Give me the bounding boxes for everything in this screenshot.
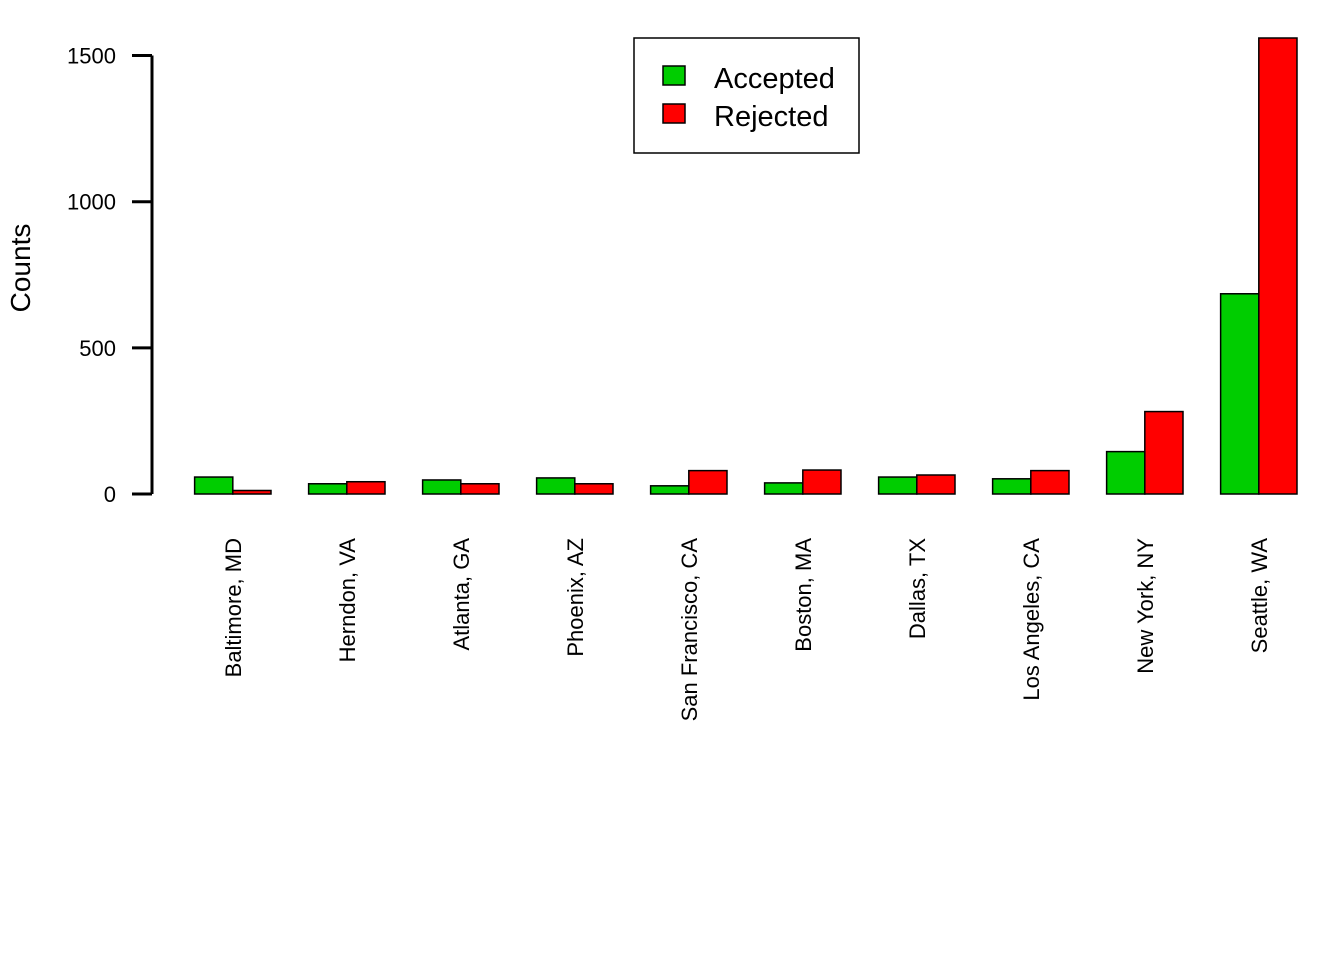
bar-accepted — [535, 477, 576, 495]
bar-rejected — [1030, 469, 1070, 495]
x-tick-label: Atlanta, GA — [449, 538, 474, 651]
bar-accepted — [1219, 293, 1260, 495]
x-tick-label: Baltimore, MD — [221, 538, 246, 677]
x-tick-label: Dallas, TX — [905, 538, 930, 639]
x-tick-label: Boston, MA — [791, 538, 816, 652]
bar-accepted — [193, 476, 234, 495]
bar-rejected — [688, 469, 728, 495]
bar-rejected — [916, 474, 956, 495]
bar-accepted — [1105, 450, 1146, 495]
bar-rejected — [232, 489, 272, 495]
y-axis: 0 500 1000 1500 — [67, 44, 154, 507]
y-tick-label: 1500 — [67, 44, 116, 69]
bar-accepted — [421, 479, 462, 495]
legend-swatch-rejected — [662, 103, 686, 124]
x-tick-label: Los Angeles, CA — [1019, 538, 1044, 701]
y-axis-title: Counts — [5, 224, 36, 313]
bar-accepted — [877, 476, 918, 495]
x-tick-label: Herndon, VA — [335, 538, 360, 663]
bar-rejected — [802, 469, 842, 495]
y-tick-label: 1000 — [67, 190, 116, 215]
x-tick-label: Seattle, WA — [1247, 538, 1272, 654]
bar-accepted — [307, 483, 348, 495]
bar-rejected — [574, 483, 614, 495]
y-tick-label: 500 — [79, 336, 116, 361]
legend-label-accepted: Accepted — [714, 63, 835, 95]
legend-label-rejected: Rejected — [714, 101, 828, 133]
legend-swatch-accepted — [662, 65, 686, 86]
bar-rejected — [1258, 37, 1298, 495]
bar-rejected — [1144, 410, 1184, 495]
bar-rejected — [346, 480, 386, 495]
bars — [193, 37, 1298, 495]
x-axis-labels: Baltimore, MD Herndon, VA Atlanta, GA Phoen… — [221, 538, 1272, 722]
bar-accepted — [649, 485, 690, 495]
x-tick-label: San Francisco, CA — [677, 538, 702, 722]
x-tick-label: New York, NY — [1133, 538, 1158, 674]
legend: Accepted Rejected — [633, 37, 860, 154]
bar-accepted — [991, 478, 1032, 495]
legend-box — [633, 37, 860, 154]
y-tick-label: 0 — [104, 482, 116, 507]
bar-accepted — [763, 482, 804, 495]
bar-rejected — [460, 483, 500, 495]
x-tick-label: Phoenix, AZ — [563, 538, 588, 657]
